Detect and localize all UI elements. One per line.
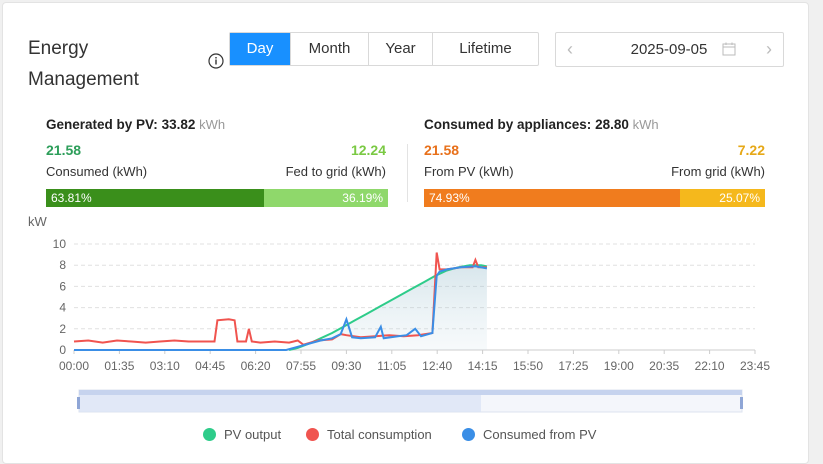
section-divider [407,144,408,202]
y-axis-label: kW [28,214,48,229]
power-chart[interactable]: kW 0 2 4 6 8 10 00:00 01:35 03:10 04:45 06:20 07:55 0… [3,3,808,463]
x-tick-label: 19:00 [604,359,634,373]
pv-consumed-value: 21.58 [46,142,82,158]
from-pv-value: 21.58 [424,142,460,158]
x-tick-label: 01:35 [104,359,134,373]
x-tick-label: 20:35 [649,359,679,373]
consumed-unit: kWh [632,117,659,132]
x-tick-label: 11:05 [377,359,406,373]
from-pv-label: From PV (kWh) [424,164,514,179]
tab-lifetime[interactable]: Lifetime [459,40,512,57]
generated-progress-bar: 63.81% 36.19% [46,189,388,207]
x-tick-label: 04:45 [195,359,225,373]
calendar-icon[interactable] [722,42,736,56]
x-tick-label: 14:15 [468,359,498,373]
consumed-label: Consumed by appliances: [424,117,592,132]
from-grid-value: 7.22 [737,142,765,158]
tab-year[interactable]: Year [369,33,433,65]
page-title: Energy Management [28,38,139,90]
zoom-handle-left [77,397,80,409]
from-grid-label: From grid (kWh) [671,164,765,179]
x-tick-label: 00:00 [59,359,89,373]
y-tick-label: 8 [59,258,66,272]
legend-label: Consumed from PV [483,427,597,442]
tab-month[interactable]: Month [291,33,369,65]
y-tick-label: 6 [59,279,66,293]
generated-label: Generated by PV: [46,117,158,132]
fed-to-grid-value: 12.24 [350,142,386,158]
consumed-progress-bar: 74.93% 25.07% [424,189,765,207]
consumed-heading: Consumed by appliances: 28.80 kWh [424,117,659,132]
chevron-left-icon[interactable]: ‹ [567,39,573,59]
y-tick-label: 0 [59,343,66,357]
date-picker[interactable]: ‹ 2025-09-05 › [555,32,784,67]
period-tabs: Day Month Year Lifetime [229,32,539,66]
y-tick-label: 10 [53,237,67,251]
x-tick-label: 12:40 [422,359,452,373]
x-tick-label: 23:45 [740,359,770,373]
tab-day[interactable]: Day [230,33,291,65]
generated-unit: kWh [199,117,226,132]
x-tick-label: 03:10 [150,359,180,373]
from-pv-share-segment: 74.93% [424,189,680,207]
legend-dot [203,428,216,441]
legend-label: Total consumption [327,427,432,442]
legend-pv-output[interactable]: PV output [203,427,281,442]
energy-card: Energy Management Day Month Year Lifetim… [2,2,809,464]
generated-heading: Generated by PV: 33.82 kWh [46,117,225,132]
x-tick-label: 09:30 [331,359,361,373]
fed-share-segment: 36.19% [264,189,388,207]
consumed-from-pv-line [74,265,488,351]
legend-label: PV output [224,427,282,442]
pv-consumed-label: Consumed (kWh) [46,164,148,179]
legend-total-consumption[interactable]: Total consumption [306,427,432,442]
pv-output-area [289,265,487,350]
chevron-right-icon[interactable]: › [766,39,772,59]
y-tick-label: 4 [59,301,66,315]
legend-dot [462,428,475,441]
zoom-handle-right [740,397,743,409]
consumed-share-segment: 63.81% [46,189,265,207]
x-tick-label: 17:25 [558,359,588,373]
x-tick-label: 06:20 [241,359,271,373]
fed-to-grid-label: Fed to grid (kWh) [285,164,386,179]
zoom-slider-top [79,390,742,395]
y-tick-label: 2 [59,322,66,336]
date-value[interactable]: 2025-09-05 [630,41,708,58]
info-icon[interactable] [208,53,224,69]
generated-value: 33.82 [161,117,196,132]
x-tick-label: 15:50 [513,359,543,373]
legend-consumed-from-pv[interactable]: Consumed from PV [462,427,596,442]
from-grid-share-segment: 25.07% [679,189,765,207]
x-tick-label: 07:55 [286,359,316,373]
legend-dot [306,428,319,441]
total-consumption-line [73,252,487,346]
zoom-slider-window [79,390,481,412]
x-tick-label: 22:10 [695,359,725,373]
consumed-value: 28.80 [595,117,629,132]
